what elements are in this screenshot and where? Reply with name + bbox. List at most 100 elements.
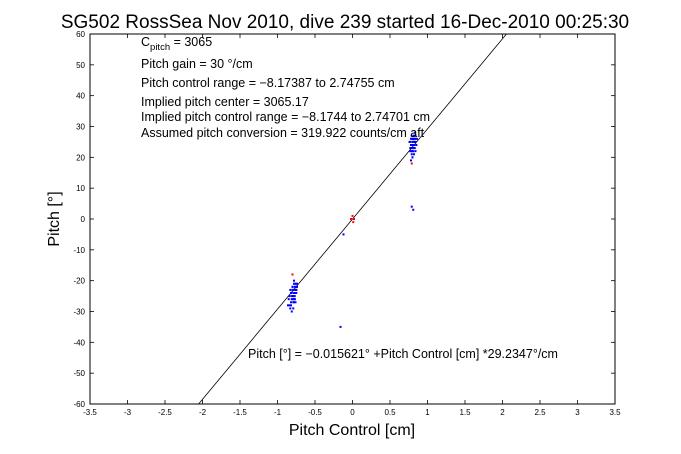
x-tick-label: 3.5 xyxy=(609,408,621,417)
x-tick-label: 3 xyxy=(575,408,580,417)
data-point xyxy=(293,295,296,298)
y-tick-label: 20 xyxy=(76,153,85,162)
x-tick-label: 0.5 xyxy=(384,408,396,417)
x-tick-label: 2.5 xyxy=(534,408,546,417)
y-tick-label: -40 xyxy=(73,338,85,347)
data-point xyxy=(295,288,298,291)
data-point xyxy=(414,150,417,153)
data-point xyxy=(339,325,342,328)
data-point xyxy=(291,288,294,291)
data-point xyxy=(412,140,415,143)
data-point xyxy=(413,131,416,134)
x-tick-label: -1 xyxy=(274,408,282,417)
data-point xyxy=(293,279,295,282)
data-point xyxy=(412,208,415,211)
x-tick-label: 2 xyxy=(500,408,505,417)
data-point xyxy=(413,140,416,143)
data-point xyxy=(296,282,298,285)
fit-line xyxy=(198,33,507,405)
data-point xyxy=(292,307,295,310)
y-tick-label: 0 xyxy=(81,215,86,224)
data-point xyxy=(416,137,418,140)
data-point xyxy=(410,153,413,156)
data-point xyxy=(296,285,298,288)
data-point xyxy=(291,285,294,288)
data-point xyxy=(415,144,418,146)
y-tick-label: -20 xyxy=(73,277,85,286)
x-axis-label: Pitch Control [cm] xyxy=(289,422,415,439)
y-tick-label: 10 xyxy=(76,184,85,193)
data-point xyxy=(412,144,415,146)
data-point xyxy=(410,159,412,162)
data-point xyxy=(409,140,412,143)
data-point xyxy=(410,144,412,146)
data-point xyxy=(410,205,413,208)
data-point xyxy=(290,295,293,298)
y-tick-label: 40 xyxy=(76,92,85,101)
y-tick-label: -60 xyxy=(73,400,85,409)
data-point xyxy=(287,298,290,301)
data-point xyxy=(292,292,295,294)
x-tick-label: -3 xyxy=(124,408,132,417)
data-point xyxy=(289,307,292,310)
y-tick-label: 30 xyxy=(76,123,85,132)
y-tick-label: -50 xyxy=(73,369,85,378)
x-tick-label: -2.5 xyxy=(158,408,172,417)
data-point xyxy=(413,147,415,150)
x-tick-label: -0.5 xyxy=(308,408,322,417)
fit-equation-annotation: Pitch [°] = −0.015621° +Pitch Control [c… xyxy=(248,347,558,361)
data-point xyxy=(413,134,415,137)
data-point xyxy=(409,147,412,150)
x-tick-label: -1.5 xyxy=(233,408,247,417)
data-point xyxy=(413,153,415,156)
data-point xyxy=(294,285,297,288)
x-tick-label: 0 xyxy=(350,408,355,417)
data-point xyxy=(293,288,296,291)
data-point xyxy=(294,301,297,304)
chart-title: SG502 RossSea Nov 2010, dive 239 started… xyxy=(61,12,629,33)
x-tick-label: 1.5 xyxy=(459,408,471,417)
y-tick-label: 60 xyxy=(76,30,85,39)
data-point xyxy=(352,221,355,224)
data-point xyxy=(411,150,414,153)
y-tick-label: 50 xyxy=(76,61,85,70)
pitch-control-range-annotation: Pitch control range = −8.17387 to 2.7475… xyxy=(141,76,395,90)
y-tick-label: -30 xyxy=(73,308,85,317)
axis-ticks: -3.5 -3 -2.5 -2 -1.5 -1 -0.5 0 0.5 1 1.5 2 2.5 3 3.5 60… xyxy=(73,30,621,417)
y-tick-label: -10 xyxy=(73,246,85,255)
fit-line-group xyxy=(198,33,507,405)
data-point xyxy=(291,273,294,276)
data-point xyxy=(293,282,295,285)
x-tick-label: -3.5 xyxy=(83,408,97,417)
data-points xyxy=(287,131,418,328)
data-point xyxy=(292,301,295,304)
data-point xyxy=(290,310,293,313)
data-point xyxy=(290,304,292,307)
pitch-gain-annotation: Pitch gain = 30 °/cm xyxy=(141,57,253,71)
data-point xyxy=(353,218,355,220)
data-point xyxy=(287,304,289,307)
data-point xyxy=(410,162,413,165)
x-tick-label: 1 xyxy=(425,408,430,417)
c-pitch-annotation: Cpitch = 3065 xyxy=(141,35,212,53)
implied-pitch-control-range-annotation: Implied pitch control range = −8.1744 to… xyxy=(141,110,430,124)
data-point xyxy=(411,147,414,150)
data-point xyxy=(291,298,294,301)
data-point xyxy=(294,292,297,294)
data-point xyxy=(411,156,414,159)
y-axis-label: Pitch [°] xyxy=(46,191,63,246)
data-point xyxy=(288,295,291,298)
data-point xyxy=(410,134,413,137)
data-point xyxy=(350,218,352,220)
data-point xyxy=(351,214,354,217)
data-point xyxy=(290,301,292,304)
data-point xyxy=(288,304,291,307)
implied-pitch-center-annotation: Implied pitch center = 3065.17 xyxy=(141,95,309,109)
data-point xyxy=(294,282,297,285)
data-point xyxy=(290,292,292,294)
data-point xyxy=(413,137,416,140)
data-point xyxy=(414,134,417,137)
data-point xyxy=(289,288,292,291)
data-point xyxy=(342,233,345,236)
